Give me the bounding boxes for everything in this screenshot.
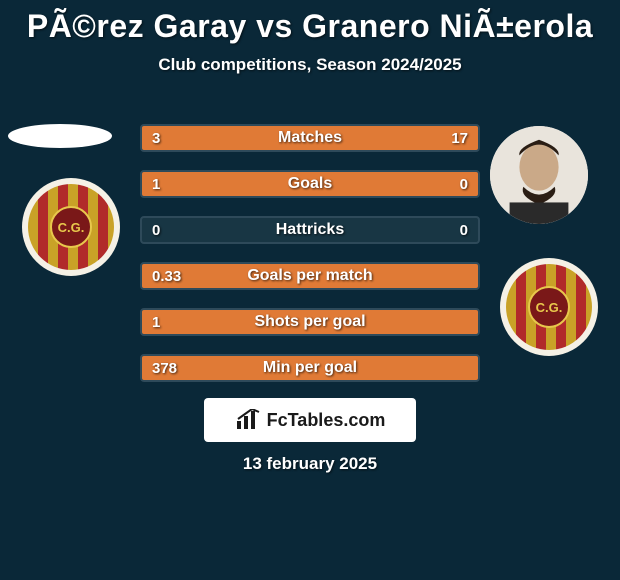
stat-label: Goals — [142, 172, 478, 196]
stat-label: Goals per match — [142, 264, 478, 288]
footer-brand-logo: FcTables.com — [204, 398, 416, 442]
player-left-avatar — [8, 124, 112, 148]
stat-right-value: 0 — [460, 218, 468, 242]
page-title: PÃ©rez Garay vs Granero NiÃ±erola — [0, 0, 620, 45]
stat-row-goals-per-match: 0.33 Goals per match — [140, 262, 480, 290]
stat-right-value: 0 — [460, 172, 468, 196]
club-left-badge-text: C.G. — [50, 206, 92, 248]
player-right-avatar — [490, 126, 588, 224]
stat-row-min-per-goal: 378 Min per goal — [140, 354, 480, 382]
stat-label: Min per goal — [142, 356, 478, 380]
stat-row-shots-per-goal: 1 Shots per goal — [140, 308, 480, 336]
stat-row-hattricks: 0 Hattricks 0 — [140, 216, 480, 244]
club-right-badge-text: C.G. — [528, 286, 570, 328]
chart-icon — [235, 409, 261, 431]
stat-row-goals: 1 Goals 0 — [140, 170, 480, 198]
club-right-badge: C.G. — [500, 258, 598, 356]
stat-label: Shots per goal — [142, 310, 478, 334]
stats-bars: 3 Matches 17 1 Goals 0 0 Hattricks 0 0.3… — [140, 124, 480, 400]
stat-label: Matches — [142, 126, 478, 150]
footer-brand-text: FcTables.com — [267, 410, 386, 431]
stat-right-value: 17 — [451, 126, 468, 150]
stat-label: Hattricks — [142, 218, 478, 242]
stat-row-matches: 3 Matches 17 — [140, 124, 480, 152]
club-left-badge: C.G. — [22, 178, 120, 276]
page-subtitle: Club competitions, Season 2024/2025 — [0, 55, 620, 75]
footer-date: 13 february 2025 — [0, 454, 620, 474]
